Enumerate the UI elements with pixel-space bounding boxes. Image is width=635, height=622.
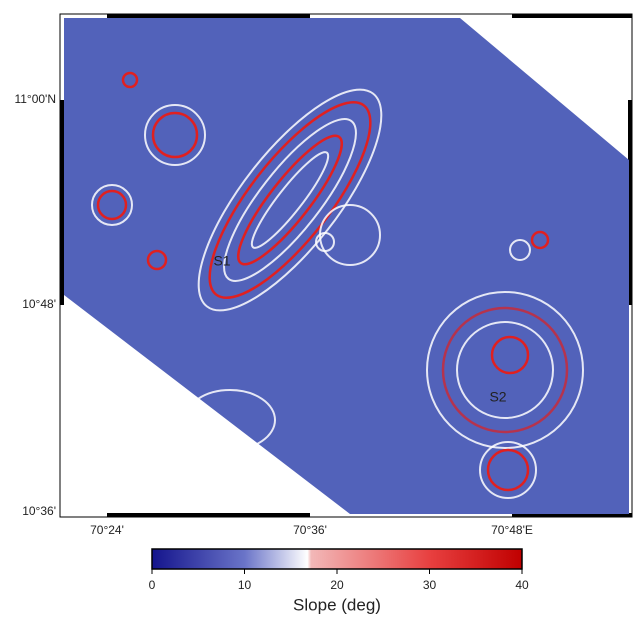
- annotation: S1: [213, 253, 230, 269]
- colorbar: [152, 549, 522, 569]
- lon-label: 70°24': [90, 523, 124, 537]
- lat-label: 10°48': [22, 297, 56, 311]
- colorbar-label: Slope (deg): [293, 595, 381, 614]
- lat-label: 11°00'N: [14, 92, 56, 106]
- lat-label: 10°36': [22, 504, 56, 518]
- colorbar-tick-label: 40: [515, 578, 529, 592]
- lon-label: 70°36': [293, 523, 327, 537]
- colorbar-tick-label: 30: [423, 578, 437, 592]
- colorbar-tick-label: 0: [149, 578, 156, 592]
- annotation: S2: [489, 389, 506, 405]
- map-figure: S1 S2 Slope (deg) 11°00'N 10°48' 10°36' 70°…: [0, 0, 635, 617]
- colorbar-tick-label: 10: [238, 578, 252, 592]
- colorbar-tick-label: 20: [330, 578, 344, 592]
- lon-label: 70°48'E: [491, 523, 533, 537]
